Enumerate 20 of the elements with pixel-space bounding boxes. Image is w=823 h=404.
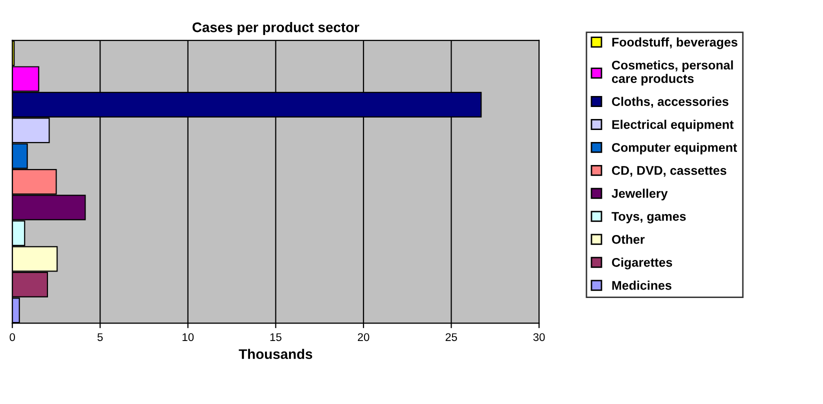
legend-label: Cigarettes [612, 258, 672, 270]
x-tick-label: 25 [446, 333, 457, 342]
x-tick-label: 15 [270, 333, 282, 342]
legend-label: Cosmetics, personal care products [612, 60, 733, 86]
x-tick-label: 10 [182, 333, 194, 342]
x-tick-label: 20 [358, 333, 370, 342]
legend-label: Other [612, 234, 645, 244]
legend-label: Cloths, accessories [612, 96, 728, 108]
x-axis-title: Thousands [238, 348, 312, 360]
legend-label: Toys, games [612, 212, 686, 224]
legend-label: Jewellery [612, 188, 668, 200]
legend-label: CD, DVD, cassettes [612, 166, 726, 177]
x-tick-label: 5 [97, 333, 103, 342]
chart-title: Cases per product sector [192, 22, 360, 35]
legend-label: Foodstuff, beverages [612, 37, 738, 50]
x-tick-label: 30 [533, 333, 545, 342]
legend-label: Medicines [612, 280, 672, 290]
legend-label: Electrical equipment [612, 120, 734, 132]
legend-label: Computer equipment [612, 142, 738, 154]
x-tick-label: 0 [10, 333, 15, 342]
